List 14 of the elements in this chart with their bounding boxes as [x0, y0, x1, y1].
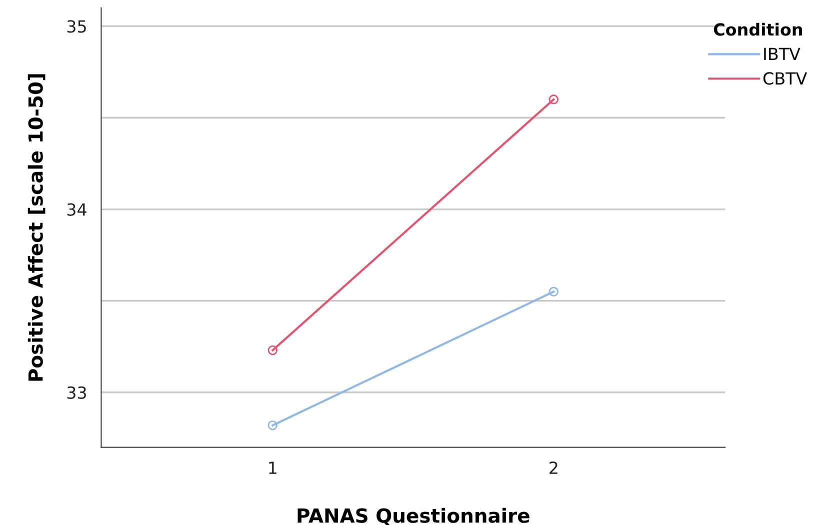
legend-label: IBTV	[764, 48, 800, 60]
x-tick-label: 2	[550, 461, 558, 474]
point	[548, 286, 559, 297]
y-tick-label: 33	[67, 386, 86, 399]
y-tick-label: 35	[67, 20, 86, 33]
legend-title: Condition	[714, 22, 802, 36]
y-tick-label: 34	[67, 203, 86, 216]
legend-label: CBTV	[763, 72, 808, 85]
x-tick-label: 1	[269, 462, 276, 474]
point	[268, 420, 278, 430]
y-axis-title: Positive Affect [scale 10-50]	[28, 74, 46, 381]
x-axis-title: PANAS Questionnaire	[298, 508, 530, 525]
point	[548, 94, 559, 104]
point	[268, 345, 278, 356]
